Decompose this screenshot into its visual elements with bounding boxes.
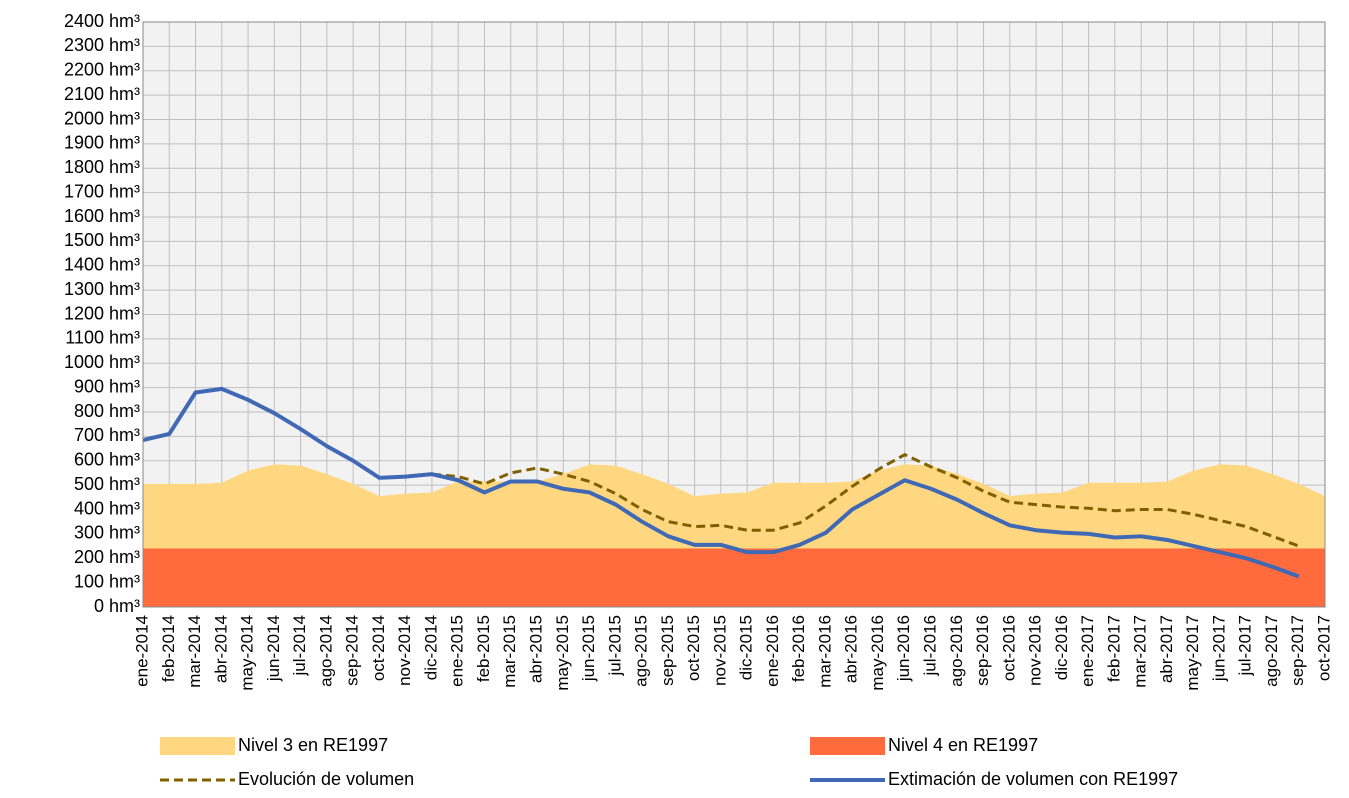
x-tick-label: ene-2017: [1078, 615, 1097, 687]
y-tick-label: 700 hm³: [74, 425, 140, 445]
x-tick-label: feb-2017: [1104, 615, 1123, 682]
y-tick-label: 1400 hm³: [64, 255, 140, 275]
legend-label: Extimación de volumen con RE1997: [888, 769, 1178, 789]
legend-swatch: [810, 737, 885, 755]
x-tick-label: dic-2014: [421, 615, 440, 680]
legend-label: Nivel 4 en RE1997: [888, 735, 1038, 755]
x-tick-label: ago-2017: [1262, 615, 1281, 687]
x-tick-label: abr-2017: [1157, 615, 1176, 683]
x-tick-label: jun-2016: [894, 615, 913, 682]
y-tick-label: 1000 hm³: [64, 352, 140, 372]
x-tick-label: nov-2014: [395, 615, 414, 686]
y-tick-label: 2100 hm³: [64, 84, 140, 104]
x-tick-label: mar-2017: [1131, 615, 1150, 688]
y-tick-label: 500 hm³: [74, 474, 140, 494]
y-tick-label: 1500 hm³: [64, 230, 140, 250]
x-tick-label: oct-2016: [999, 615, 1018, 681]
y-tick-label: 2300 hm³: [64, 35, 140, 55]
plot-border: [142, 21, 1326, 608]
y-tick-label: 1300 hm³: [64, 279, 140, 299]
x-tick-label: jul-2017: [1236, 615, 1255, 677]
area: [143, 548, 1325, 607]
x-tick-label: abr-2014: [211, 615, 230, 683]
x-tick-label: may-2015: [553, 615, 572, 691]
x-tick-label: jul-2015: [605, 615, 624, 677]
x-tick-label: jul-2016: [920, 615, 939, 677]
x-tick-label: feb-2014: [159, 615, 178, 682]
x-tick-label: ene-2016: [763, 615, 782, 687]
x-tick-label: nov-2015: [710, 615, 729, 686]
y-tick-label: 1200 hm³: [64, 303, 140, 323]
x-tick-label: mar-2016: [815, 615, 834, 688]
y-tick-label: 2200 hm³: [64, 60, 140, 80]
x-tick-label: feb-2015: [474, 615, 493, 682]
dashed-line: [431, 453, 1300, 548]
y-tick-label: 1700 hm³: [64, 181, 140, 201]
y-tick-label: 2400 hm³: [64, 11, 140, 31]
x-tick-label: sep-2016: [973, 615, 992, 686]
x-tick-label: nov-2016: [1026, 615, 1045, 686]
x-tick-label: jun-2015: [579, 615, 598, 682]
y-tick-label: 400 hm³: [74, 498, 140, 518]
y-tick-label: 900 hm³: [74, 376, 140, 396]
x-tick-label: oct-2015: [684, 615, 703, 681]
y-tick-label: 1600 hm³: [64, 206, 140, 226]
y-tick-label: 1800 hm³: [64, 157, 140, 177]
y-tick-label: 100 hm³: [74, 571, 140, 591]
x-tick-label: may-2014: [238, 615, 257, 691]
y-tick-label: 300 hm³: [74, 523, 140, 543]
legend-swatch: [160, 737, 235, 755]
x-tick-label: mar-2014: [185, 615, 204, 688]
x-tick-label: ago-2015: [632, 615, 651, 687]
legend-label: Evolución de volumen: [238, 769, 414, 789]
y-tick-label: 200 hm³: [74, 547, 140, 567]
x-tick-label: ago-2014: [316, 615, 335, 687]
y-tick-label: 2000 hm³: [64, 108, 140, 128]
legend-label: Nivel 3 en RE1997: [238, 735, 388, 755]
x-tick-label: jul-2014: [290, 615, 309, 677]
x-tick-label: jun-2017: [1209, 615, 1228, 682]
x-tick-label: ene-2014: [132, 615, 151, 687]
x-tick-label: abr-2015: [526, 615, 545, 683]
x-tick-label: dic-2015: [737, 615, 756, 680]
x-tick-label: ene-2015: [448, 615, 467, 687]
y-tick-label: 1100 hm³: [65, 328, 140, 348]
x-tick-label: abr-2016: [842, 615, 861, 683]
x-tick-label: feb-2016: [789, 615, 808, 682]
y-tick-label: 600 hm³: [74, 450, 140, 470]
y-tick-label: 0 hm³: [94, 596, 140, 616]
x-tick-label: sep-2015: [658, 615, 677, 686]
line: [142, 386, 1300, 579]
x-tick-label: oct-2017: [1314, 615, 1333, 681]
x-tick-label: sep-2017: [1288, 615, 1307, 686]
x-tick-label: may-2016: [868, 615, 887, 691]
y-tick-label: 800 hm³: [74, 401, 140, 421]
x-tick-label: sep-2014: [343, 615, 362, 686]
x-tick-label: mar-2015: [500, 615, 519, 688]
x-tick-label: ago-2016: [947, 615, 966, 687]
x-tick-label: may-2017: [1183, 615, 1202, 691]
x-tick-label: jun-2014: [264, 615, 283, 682]
y-tick-label: 1900 hm³: [64, 133, 140, 153]
x-tick-label: oct-2014: [369, 615, 388, 681]
x-tick-label: dic-2016: [1052, 615, 1071, 680]
